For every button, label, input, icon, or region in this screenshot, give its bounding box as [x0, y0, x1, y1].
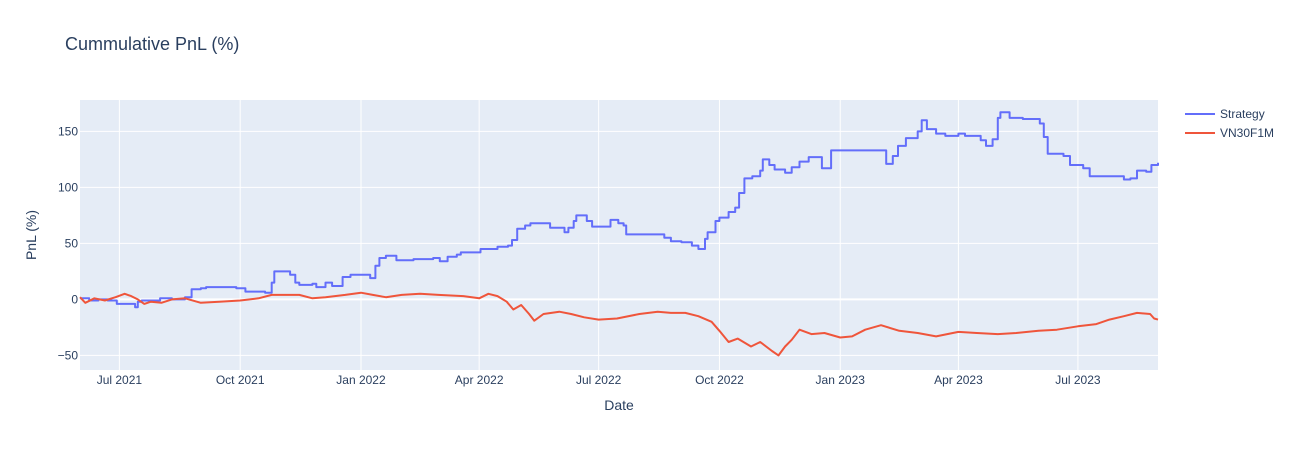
x-tick-label: Jul 2021	[97, 373, 143, 387]
chart-title: Cummulative PnL (%)	[65, 34, 239, 54]
x-tick-label: Jan 2022	[336, 373, 386, 387]
legend-item[interactable]: VN30F1M	[1185, 126, 1274, 140]
x-tick-label: Jul 2023	[1055, 373, 1101, 387]
series-line-vn30f1m	[79, 291, 1159, 357]
y-axis-title: PnL (%)	[23, 210, 39, 260]
x-tick-label: Oct 2021	[216, 373, 265, 387]
y-tick-label: 0	[71, 292, 78, 306]
series-lines	[79, 111, 1159, 357]
legend-item[interactable]: Strategy	[1185, 107, 1265, 121]
x-tick-label: Apr 2023	[934, 373, 983, 387]
series-line-strategy	[80, 111, 1159, 309]
x-tick-label: Apr 2022	[455, 373, 504, 387]
legend: Strategy VN30F1M	[1185, 107, 1274, 140]
x-tick-label: Jul 2022	[576, 373, 622, 387]
y-axis-ticks: 150 100 50 0 −50	[58, 124, 79, 362]
x-axis-title: Date	[604, 397, 634, 413]
x-axis-ticks: Jul 2021 Oct 2021 Jan 2022 Apr 2022 Jul 2022…	[97, 373, 1101, 387]
y-tick-label: −50	[58, 348, 79, 362]
x-tick-label: Oct 2022	[695, 373, 744, 387]
x-tick-label: Jan 2023	[816, 373, 866, 387]
plot-area	[80, 100, 1158, 370]
legend-label: VN30F1M	[1220, 126, 1274, 140]
legend-label: Strategy	[1220, 107, 1265, 121]
y-tick-label: 150	[58, 124, 78, 138]
y-tick-label: 100	[58, 180, 78, 194]
y-tick-label: 50	[65, 236, 79, 250]
gridlines	[80, 100, 1158, 370]
